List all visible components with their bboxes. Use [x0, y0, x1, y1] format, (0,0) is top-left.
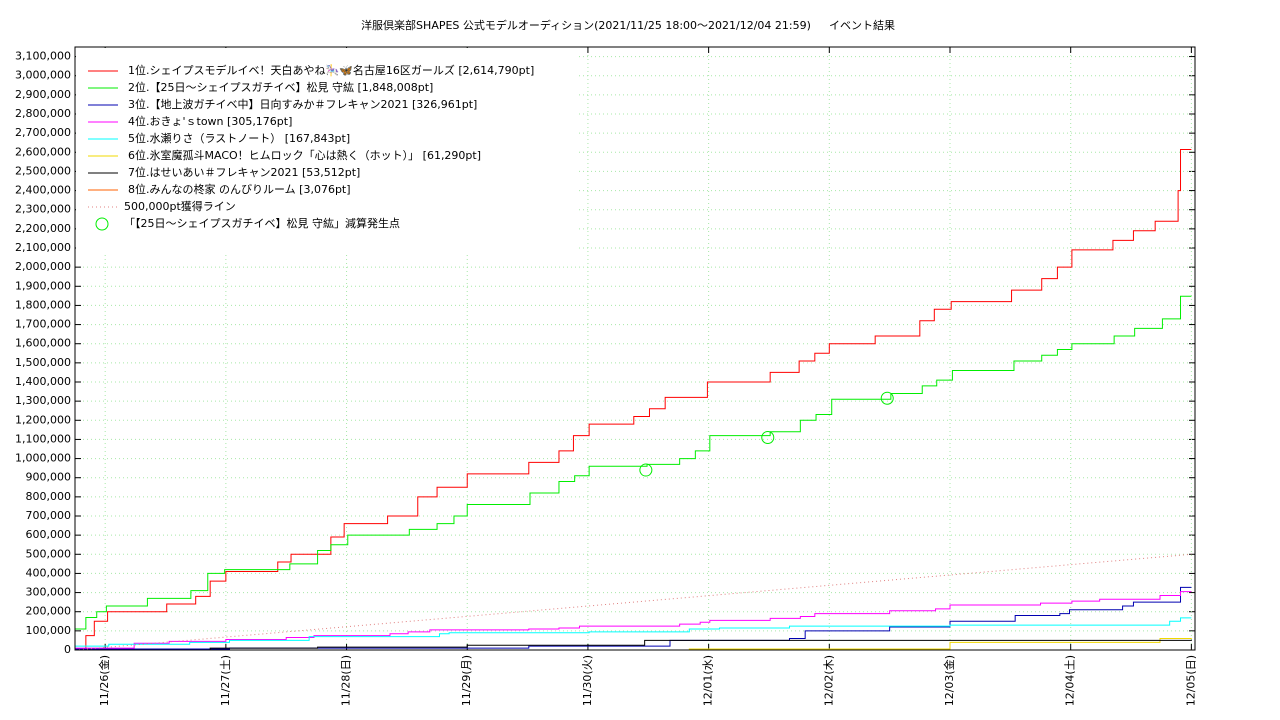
y-tick-label: 700,000: [26, 509, 72, 522]
series-line: [75, 617, 1192, 647]
x-tick-label: 12/05(日): [1184, 655, 1197, 706]
y-tick-label: 2,000,000: [15, 260, 71, 273]
y-tick-label: 1,400,000: [15, 375, 71, 388]
y-tick-label: 2,200,000: [15, 222, 71, 235]
y-tick-label: 2,400,000: [15, 184, 71, 197]
legend-marker: [95, 217, 109, 231]
y-tick-label: 2,100,000: [15, 241, 71, 254]
y-tick-label: 1,700,000: [15, 318, 71, 331]
y-tick-label: 1,800,000: [15, 298, 71, 311]
legend-label: 4位.おきょ'ｓtown [305,176pt]: [128, 114, 292, 128]
y-tick-label: 2,700,000: [15, 126, 71, 139]
y-tick-label: 3,100,000: [15, 50, 71, 63]
y-tick-label: 2,900,000: [15, 88, 71, 101]
y-tick-label: 800,000: [26, 490, 72, 503]
marker: [761, 431, 775, 445]
y-tick-label: 200,000: [26, 605, 72, 618]
y-tick-label: 1,500,000: [15, 356, 71, 369]
legend-label: 「【25日〜シェイプスガチイベ】松見 守紘」減算発生点: [124, 216, 400, 230]
y-tick-label: 2,600,000: [15, 145, 71, 158]
legend-label: 5位.水瀬りさ（ラストノート） [167,843pt]: [128, 131, 350, 145]
y-tick-label: 100,000: [26, 624, 72, 637]
series-line: [74, 553, 1192, 651]
y-tick-label: 1,100,000: [15, 432, 71, 445]
y-tick-label: 2,500,000: [15, 164, 71, 177]
marker: [639, 463, 653, 477]
x-tick-label: 11/30(火): [581, 655, 594, 706]
x-tick-label: 12/02(木): [822, 655, 835, 706]
plot-frame: [74, 46, 1196, 651]
y-tick-label: 2,800,000: [15, 107, 71, 120]
chart-subtitle: イベント結果: [829, 18, 895, 32]
legend-box: [76, 48, 576, 255]
y-tick-label: 300,000: [26, 586, 72, 599]
x-tick-label: 12/04(土): [1064, 655, 1077, 706]
y-tick-label: 500,000: [26, 547, 72, 560]
series-line: [75, 295, 1192, 630]
series-line: [75, 639, 1192, 651]
y-tick-label: 2,300,000: [15, 203, 71, 216]
legend-label: 8位.みんなの柊家 のんびりルーム [3,076pt]: [128, 182, 351, 196]
y-tick-label: 400,000: [26, 566, 72, 579]
y-tick-label: 1,000,000: [15, 452, 71, 465]
x-tick-label: 11/27(土): [219, 655, 232, 706]
y-tick-label: 1,600,000: [15, 337, 71, 350]
chart-title: 洋服倶楽部SHAPES 公式モデルオーディション(2021/11/25 18:0…: [361, 18, 811, 32]
series-line: [75, 586, 1192, 650]
y-tick-label: 1,300,000: [15, 394, 71, 407]
legend-label: 2位.【25日〜シェイプスガチイベ】松見 守紘 [1,848,008pt]: [128, 80, 433, 94]
series-line: [75, 148, 1192, 651]
legend-label: 1位.シェイプスモデルイベ！天白あやね🎠🦋名古屋16区ガールズ [2,614,7…: [128, 63, 534, 77]
legend-label: 500,000pt獲得ライン: [124, 200, 236, 213]
x-tick-label: 12/03(金): [942, 655, 956, 706]
y-tick-label: 1,900,000: [15, 279, 71, 292]
x-tick-label: 11/29(月): [460, 655, 473, 706]
y-tick-label: 1,200,000: [15, 413, 71, 426]
y-tick-label: 3,000,000: [15, 69, 71, 82]
legend-label: 3位.【地上波ガチイベ中】日向すみか＃フレキャン2021 [326,961pt]: [128, 97, 477, 111]
x-tick-label: 11/26(金): [97, 655, 111, 706]
legend-label: 7位.はせいあい＃フレキャン2021 [53,512pt]: [128, 165, 360, 179]
x-tick-label: 12/01(水): [702, 655, 715, 706]
y-tick-label: 900,000: [26, 471, 72, 484]
marker: [880, 391, 894, 405]
y-tick-label: 600,000: [26, 528, 72, 541]
y-tick-label: 0: [64, 643, 71, 656]
series-line: [75, 591, 1192, 649]
legend-label: 6位.氷室魔孤斗MACO！ヒムロック「心は熱く（ホット）」 [61,290pt]: [128, 148, 481, 162]
x-tick-label: 11/28(日): [340, 655, 353, 706]
